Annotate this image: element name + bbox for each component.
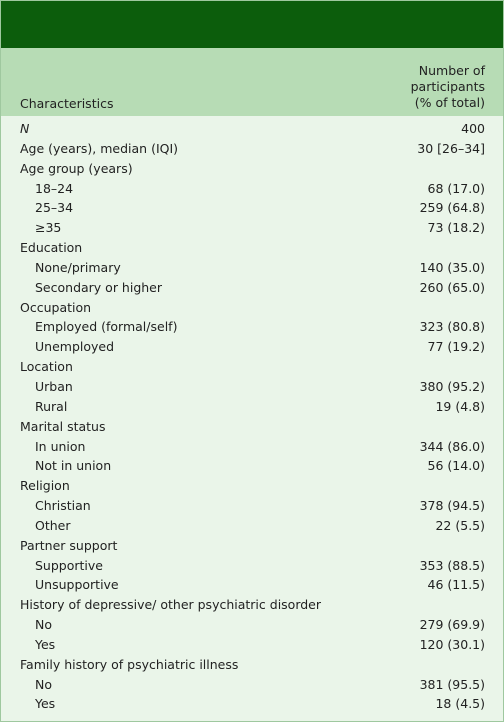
table-row: Religion bbox=[1, 476, 503, 496]
row-value: 46 (11.5) bbox=[427, 577, 485, 593]
row-value: 56 (14.0) bbox=[427, 458, 485, 474]
table-row: Location bbox=[1, 357, 503, 377]
row-value: 120 (30.1) bbox=[419, 636, 485, 652]
table-row: Employed (formal/self) 323 (80.8) bbox=[1, 317, 503, 337]
row-label: Yes bbox=[35, 696, 56, 712]
row-label: N bbox=[20, 121, 30, 136]
row-label: Family history of psychiatric illness bbox=[20, 656, 239, 672]
table-row: Occupation bbox=[1, 298, 503, 318]
table-row: 25–34 259 (64.8) bbox=[1, 198, 503, 218]
row-label: No bbox=[35, 676, 52, 692]
table-row: Other 22 (5.5) bbox=[1, 516, 503, 536]
row-label: Location bbox=[20, 359, 73, 375]
row-label: Unsupportive bbox=[35, 577, 119, 593]
table-row: Yes 120 (30.1) bbox=[1, 635, 503, 655]
table-row: Rural 19 (4.8) bbox=[1, 397, 503, 417]
row-label: Religion bbox=[20, 478, 70, 494]
table-row: Unemployed 77 (19.2) bbox=[1, 337, 503, 357]
row-value: 400 bbox=[461, 121, 485, 136]
header-cell: Characteristics bbox=[20, 96, 114, 111]
table-row: History of depressive/ other psychiatric… bbox=[1, 595, 503, 615]
row-value: 18 (4.5) bbox=[435, 696, 485, 712]
row-value: 77 (19.2) bbox=[427, 339, 485, 355]
table-row: No 279 (69.9) bbox=[1, 615, 503, 635]
row-label: Employed (formal/self) bbox=[35, 319, 178, 335]
row-label: In union bbox=[35, 438, 86, 454]
table-row: Unsupportive 46 (11.5) bbox=[1, 575, 503, 595]
row-value: 353 (88.5) bbox=[419, 557, 485, 573]
table-row: ≥35 73 (18.2) bbox=[1, 218, 503, 238]
table-row: Supportive 353 (88.5) bbox=[1, 556, 503, 576]
table-row: Partner support bbox=[1, 536, 503, 556]
row-value: 68 (17.0) bbox=[427, 180, 485, 196]
row-label: Not in union bbox=[35, 458, 112, 474]
table-body: N 400 Age (years), median (IQI) 30 [26–34] A… bbox=[1, 116, 503, 714]
row-label: Marital status bbox=[20, 418, 106, 434]
table-row: N 400 bbox=[1, 119, 503, 139]
row-value: 344 (86.0) bbox=[419, 438, 485, 454]
table-row: Urban 380 (95.2) bbox=[1, 377, 503, 397]
table-row: Christian 378 (94.5) bbox=[1, 496, 503, 516]
row-label: Age group (years) bbox=[20, 160, 133, 176]
row-label: Unemployed bbox=[35, 339, 115, 355]
row-value: 260 (65.0) bbox=[419, 279, 485, 295]
row-label: No bbox=[35, 617, 52, 633]
row-label: Secondary or higher bbox=[35, 279, 163, 295]
row-label: Occupation bbox=[20, 299, 92, 315]
row-value: 140 (35.0) bbox=[419, 259, 485, 275]
table-row: 18–24 68 (17.0) bbox=[1, 179, 503, 199]
row-value: 259 (64.8) bbox=[419, 200, 485, 216]
row-value: 381 (95.5) bbox=[419, 676, 485, 692]
row-label: Partner support bbox=[20, 537, 118, 553]
row-value: 279 (69.9) bbox=[419, 617, 485, 633]
row-label: Rural bbox=[35, 398, 68, 414]
row-label: None/primary bbox=[35, 259, 121, 275]
header-cell: Number of participants (% of total) bbox=[410, 63, 485, 110]
table-row: Not in union 56 (14.0) bbox=[1, 456, 503, 476]
row-value: 378 (94.5) bbox=[419, 498, 485, 514]
row-value: 73 (18.2) bbox=[427, 220, 485, 236]
table-row: Yes 18 (4.5) bbox=[1, 694, 503, 714]
row-value: 30 [26–34] bbox=[417, 140, 485, 156]
row-value: 380 (95.2) bbox=[419, 378, 485, 394]
table-row: No 381 (95.5) bbox=[1, 675, 503, 695]
table-row: Age (years), median (IQI) 30 [26–34] bbox=[1, 139, 503, 159]
table-row: Family history of psychiatric illness bbox=[1, 655, 503, 675]
row-label: Yes bbox=[35, 636, 56, 652]
header-row: Characteristics Number of participants (… bbox=[1, 48, 503, 116]
table-row: In union 344 (86.0) bbox=[1, 437, 503, 457]
row-label: Supportive bbox=[35, 557, 103, 573]
title-bar bbox=[1, 1, 503, 48]
row-label: 18–24 bbox=[35, 180, 74, 196]
row-value: 323 (80.8) bbox=[419, 319, 485, 335]
row-label: Age (years), median (IQI) bbox=[20, 140, 179, 156]
row-label: Other bbox=[35, 517, 71, 533]
row-label: Urban bbox=[35, 378, 73, 394]
row-label: 25–34 bbox=[35, 200, 74, 216]
table-row: Education bbox=[1, 238, 503, 258]
row-label: Education bbox=[20, 240, 83, 256]
row-value: 22 (5.5) bbox=[435, 517, 485, 533]
row-label: History of depressive/ other psychiatric… bbox=[20, 597, 322, 613]
row-label: Christian bbox=[35, 498, 91, 514]
table-row: Age group (years) bbox=[1, 159, 503, 179]
row-label: ≥35 bbox=[35, 220, 62, 236]
table-row: Marital status bbox=[1, 417, 503, 437]
table-row: Secondary or higher 260 (65.0) bbox=[1, 278, 503, 298]
table-row: None/primary 140 (35.0) bbox=[1, 258, 503, 278]
row-value: 19 (4.8) bbox=[435, 398, 485, 414]
